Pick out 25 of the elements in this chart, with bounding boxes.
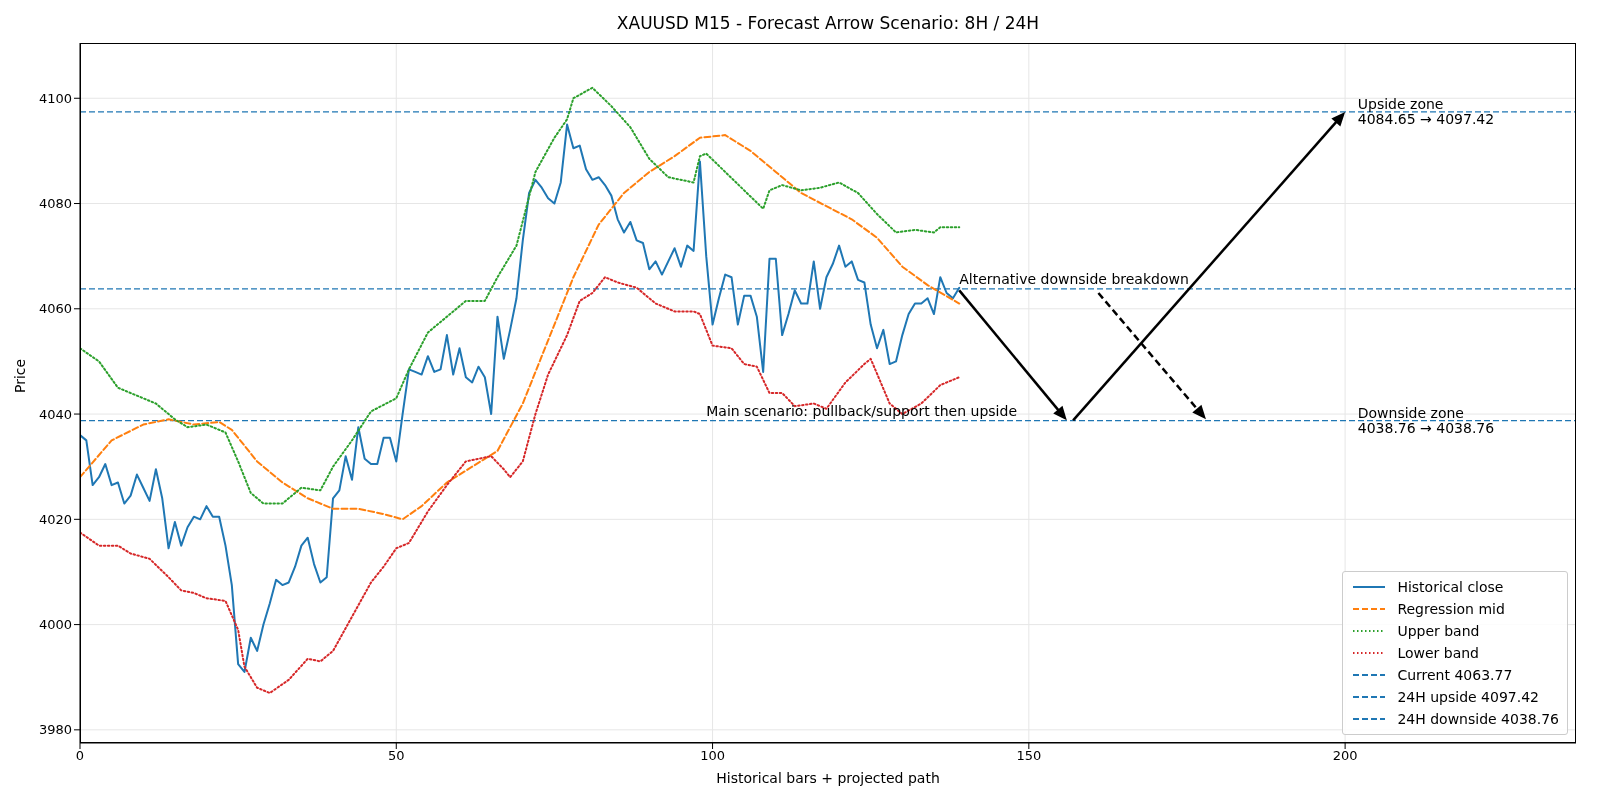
legend-label: Lower band [1397, 645, 1480, 661]
legend-label: Regression mid [1397, 601, 1505, 617]
legend-label: Upper band [1397, 623, 1480, 639]
legend-label: 24H downside 4038.76 [1397, 711, 1559, 727]
y-tick-label: 4000 [38, 617, 72, 633]
x-axis-title: Historical bars + projected path [716, 770, 940, 786]
x-tick-label: 50 [388, 748, 405, 764]
y-tick-label: 4080 [38, 196, 72, 212]
y-axis-title: Price [11, 358, 28, 393]
annotation: Upside zone 4084.65 → 4097.42 [1357, 96, 1495, 128]
legend-label: Historical close [1397, 579, 1504, 595]
annotation: Alternative downside breakdown [959, 271, 1189, 288]
y-tick-label: 4100 [38, 90, 72, 106]
x-tick-label: 0 [75, 748, 85, 764]
x-tick-label: 100 [700, 748, 725, 764]
legend-label: Current 4063.77 [1397, 667, 1513, 683]
legend-label: 24H upside 4097.42 [1397, 689, 1539, 705]
y-tick-label: 4020 [38, 511, 72, 527]
annotation: Downside zone 4038.76 → 4038.76 [1357, 404, 1495, 437]
y-tick-label: 3980 [38, 722, 72, 738]
x-tick-label: 200 [1332, 748, 1358, 764]
x-tick-label: 150 [1016, 748, 1042, 764]
y-tick-label: 4040 [38, 406, 72, 422]
chart-title: XAUUSD M15 - Forecast Arrow Scenario: 8H / 24H [615, 12, 1041, 35]
y-tick-label: 4060 [38, 301, 72, 317]
